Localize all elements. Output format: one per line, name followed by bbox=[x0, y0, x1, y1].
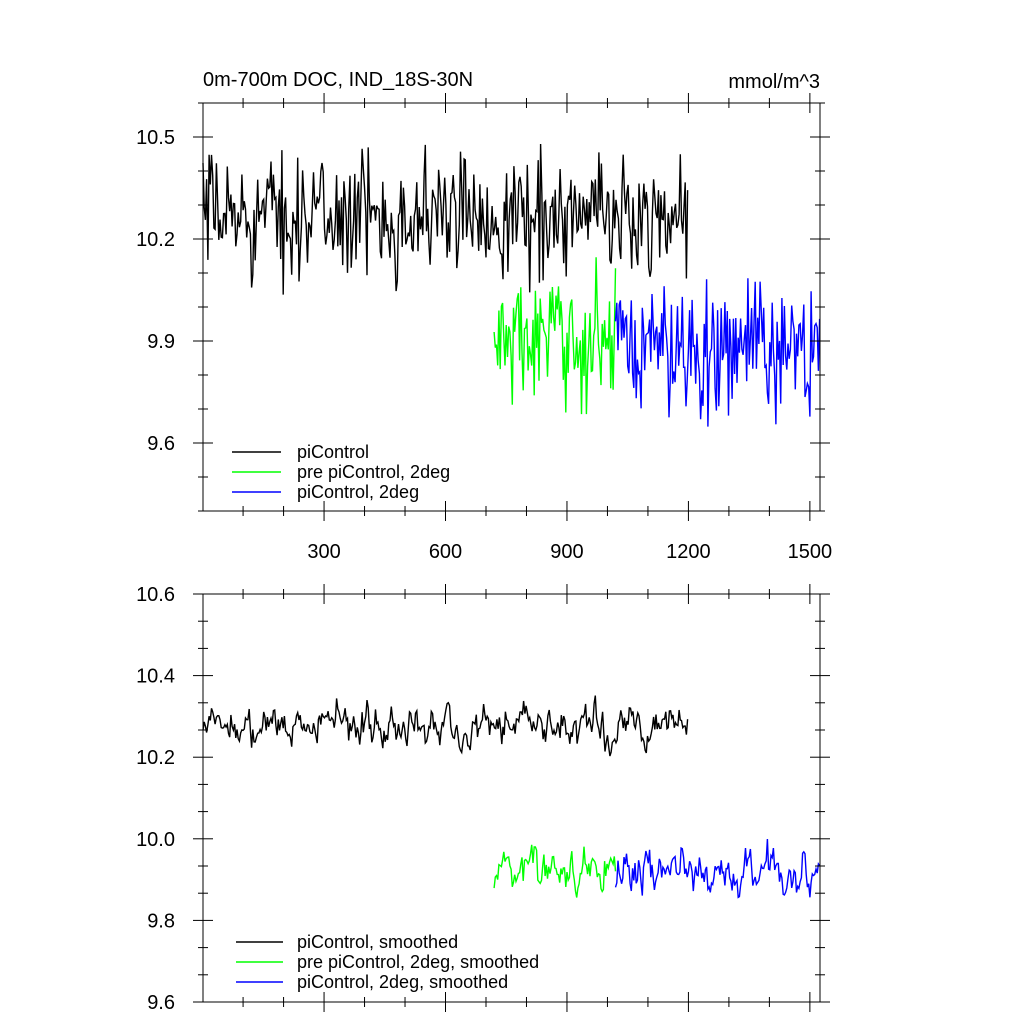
legend-label-pre-piControl-2deg-smoothed: pre piControl, 2deg, smoothed bbox=[297, 952, 539, 972]
x-tick-label: 300 bbox=[307, 541, 340, 563]
y-tick-label: 10.6 bbox=[136, 584, 175, 606]
x-tick-label: 900 bbox=[550, 541, 583, 563]
y-tick-label: 10.0 bbox=[136, 829, 175, 851]
series-group bbox=[202, 695, 821, 899]
y-tick-label: 9.8 bbox=[147, 910, 175, 932]
series-line-pre-picontrol-2deg-smoothed bbox=[493, 844, 617, 898]
legend-label-pre-piControl-2deg: pre piControl, 2deg bbox=[297, 462, 450, 482]
legend-label-piControl-smoothed: piControl, smoothed bbox=[297, 932, 458, 952]
series-line-pre-picontrol-2deg bbox=[493, 257, 617, 415]
series-line-picontrol-smoothed bbox=[202, 695, 689, 757]
tick-group bbox=[193, 93, 830, 521]
x-tick-labels: 300 600 900 1200 1500 bbox=[307, 541, 832, 563]
y-tick-labels: 9.6 9.9 10.2 10.5 bbox=[136, 127, 175, 455]
bottom-panel: 9.6 9.8 10.0 10.2 10.4 10.6 piControl, smooth… bbox=[136, 584, 830, 1014]
x-tick-label: 1500 bbox=[788, 541, 833, 563]
y-tick-label: 10.4 bbox=[136, 666, 175, 688]
chart-title: 0m-700m DOC, IND_18S-30N bbox=[203, 69, 473, 91]
units-label: mmol/m^3 bbox=[728, 71, 820, 93]
legend: piControl, smoothed pre piControl, 2deg,… bbox=[236, 932, 539, 992]
series-line-picontrol-2deg bbox=[614, 278, 821, 427]
y-tick-label: 9.6 bbox=[147, 433, 175, 455]
legend-label-piControl-2deg: piControl, 2deg bbox=[297, 482, 419, 502]
plot-frame bbox=[202, 593, 821, 1003]
tick-group bbox=[193, 584, 830, 1012]
y-tick-label: 10.2 bbox=[136, 747, 175, 769]
series-group bbox=[202, 143, 821, 427]
y-tick-label: 9.6 bbox=[147, 992, 175, 1014]
x-tick-label: 1200 bbox=[666, 541, 711, 563]
series-line-picontrol-2deg-smoothed bbox=[614, 838, 821, 899]
legend-label-piControl: piControl bbox=[297, 442, 369, 462]
y-tick-labels: 9.6 9.8 10.0 10.2 10.4 10.6 bbox=[136, 584, 175, 1014]
legend-label-piControl-2deg-smoothed: piControl, 2deg, smoothed bbox=[297, 972, 508, 992]
x-tick-label: 600 bbox=[429, 541, 462, 563]
y-tick-label: 10.5 bbox=[136, 127, 175, 149]
top-panel: 0m-700m DOC, IND_18S-30N mmol/m^3 9.6 9.9… bbox=[136, 69, 832, 563]
legend: piControl pre piControl, 2deg piControl,… bbox=[232, 442, 450, 502]
series-line-picontrol bbox=[202, 143, 689, 295]
y-tick-label: 9.9 bbox=[147, 331, 175, 353]
plot-frame bbox=[202, 102, 821, 512]
y-tick-label: 10.2 bbox=[136, 229, 175, 251]
